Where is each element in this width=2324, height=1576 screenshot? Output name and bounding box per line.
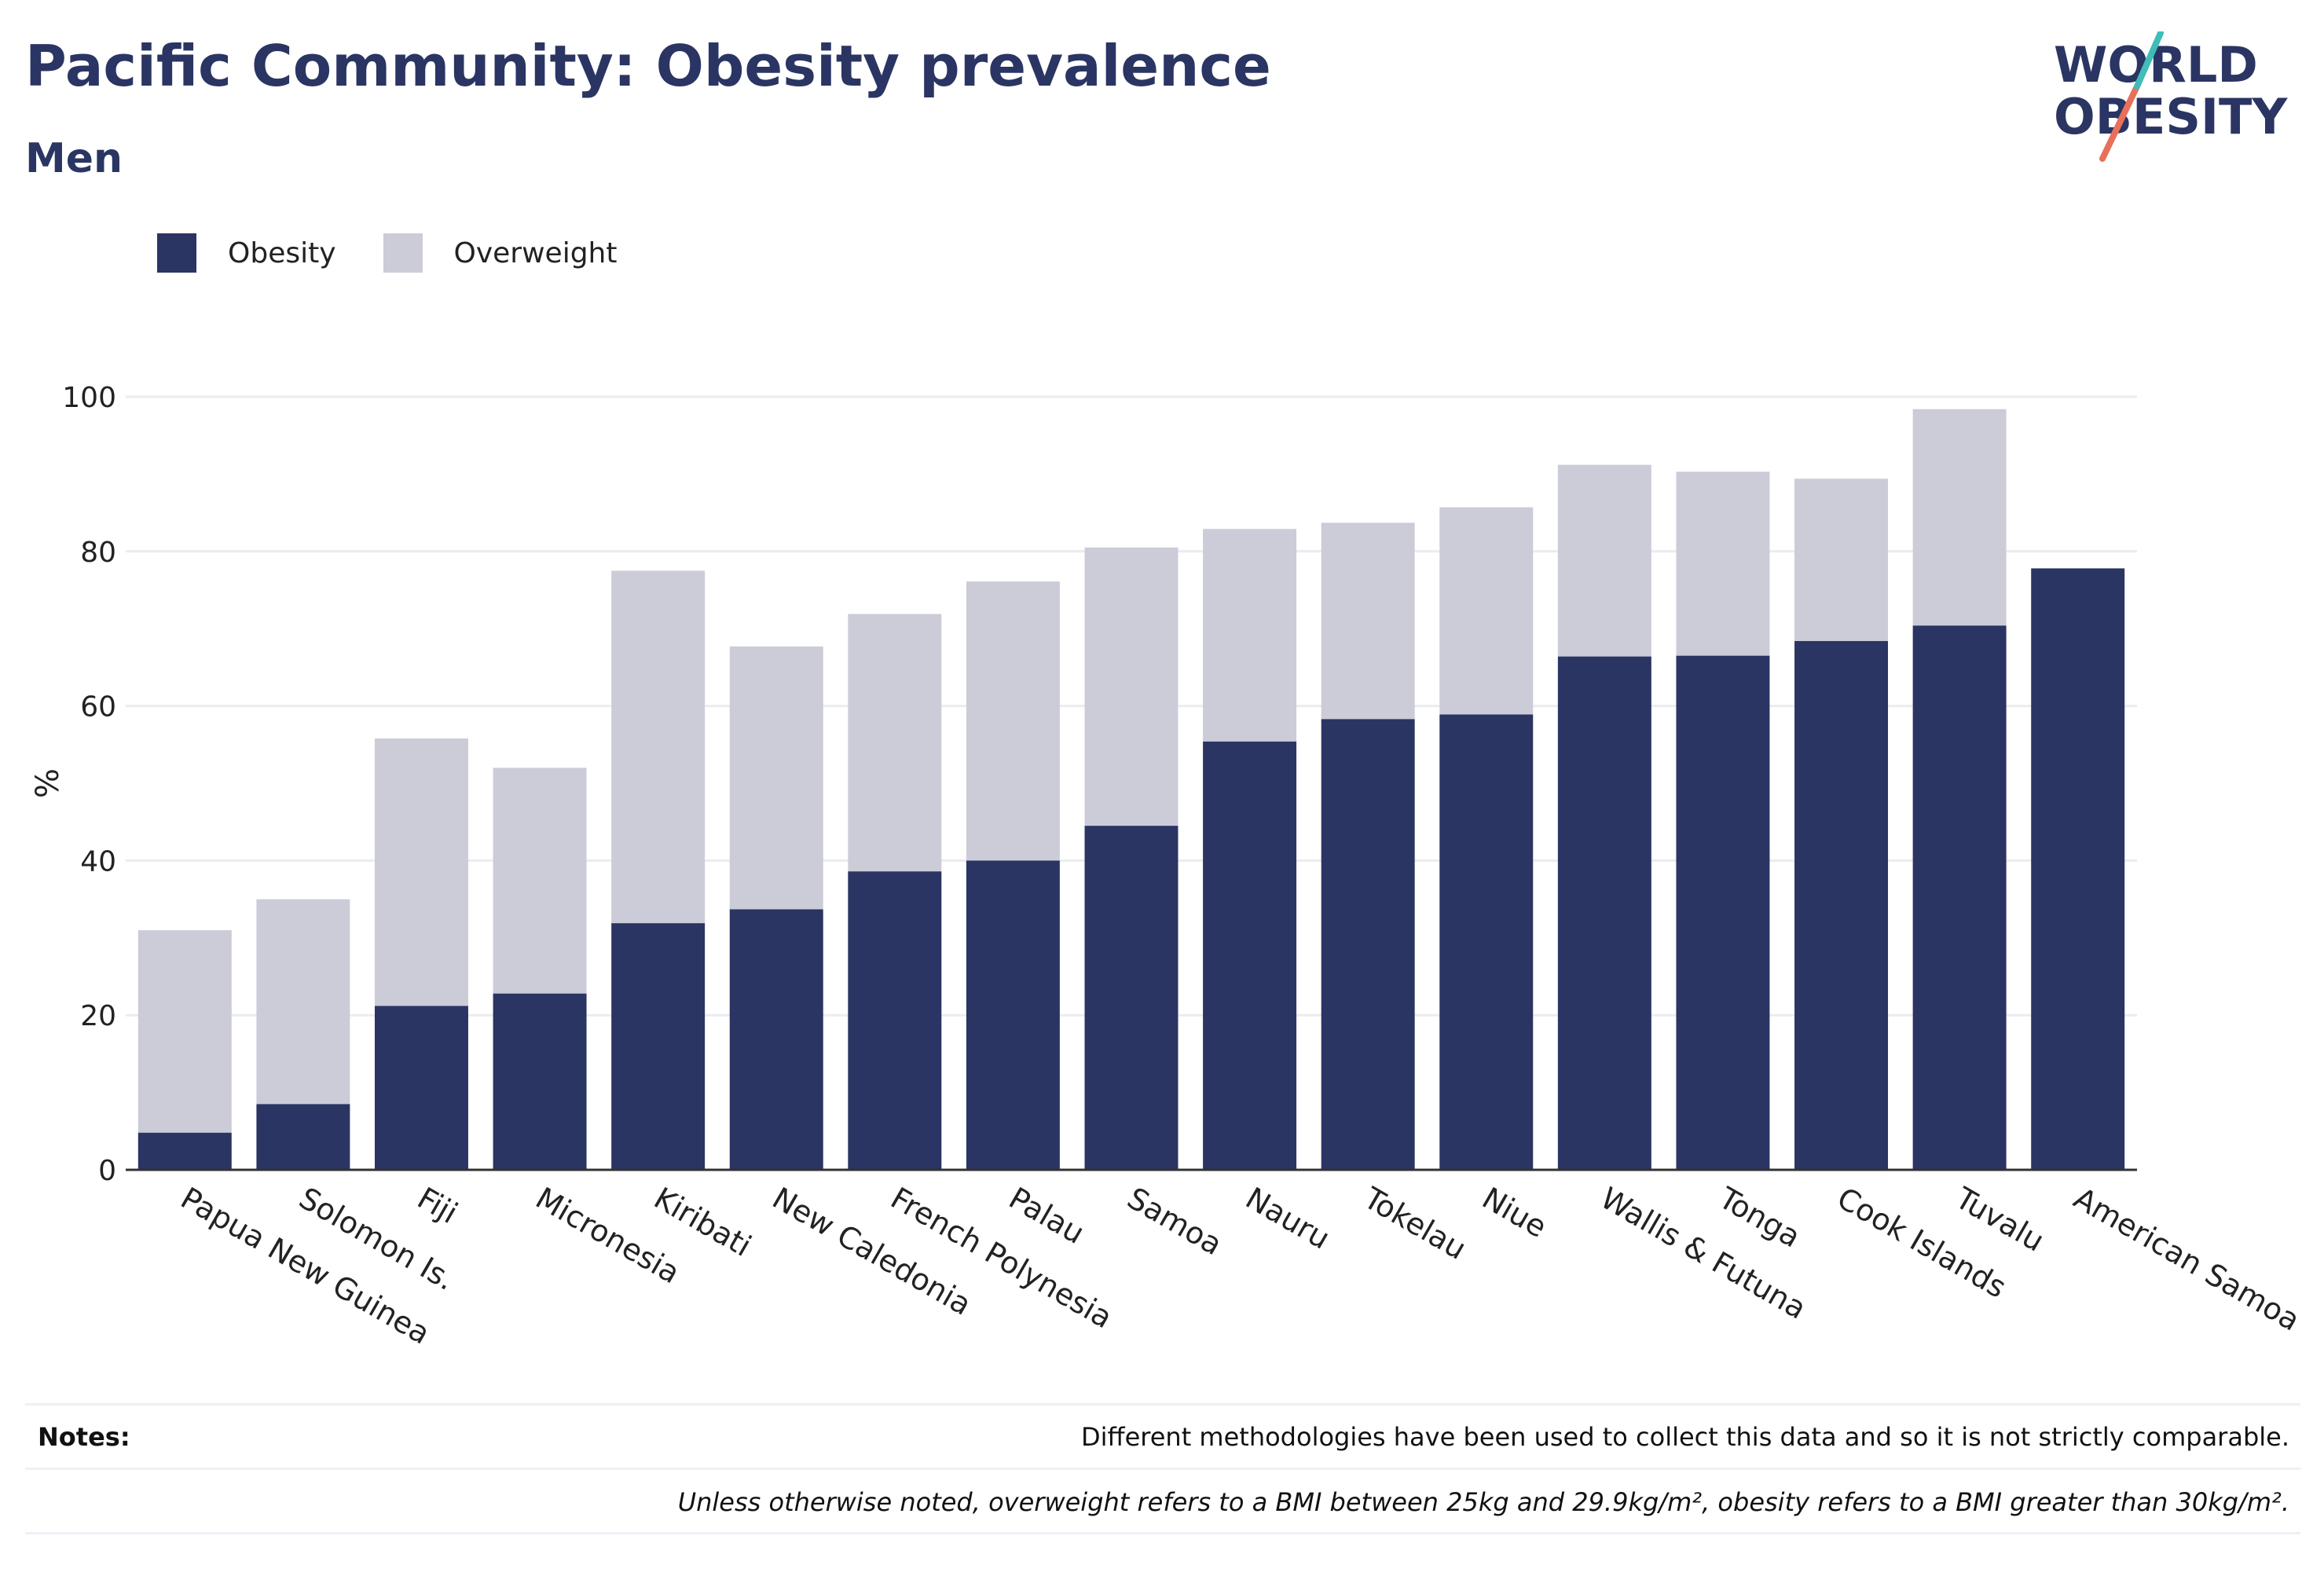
chart-title: Pacific Community: Obesity prevalence bbox=[25, 33, 1271, 99]
bar-obesity-1 bbox=[256, 1104, 350, 1170]
bar-overweight-10 bbox=[1321, 522, 1415, 720]
bar-overweight-4 bbox=[611, 570, 706, 924]
bar-overweight-9 bbox=[1203, 529, 1297, 742]
world-obesity-logo: WORLD OBESITY bbox=[2054, 31, 2288, 162]
bar-overweight-1 bbox=[256, 899, 350, 1105]
bar-overweight-0 bbox=[137, 929, 232, 1133]
x-tick-label-7: Palau bbox=[1003, 1181, 1091, 1251]
bar-overweight-13 bbox=[1676, 471, 1770, 656]
bar-obesity-8 bbox=[1084, 826, 1178, 1170]
x-tick-label-10: Tokelau bbox=[1358, 1180, 1472, 1266]
legend-label-overweight: Overweight bbox=[453, 236, 618, 269]
bar-obesity-2 bbox=[374, 1006, 468, 1170]
x-tick-label-9: Nauru bbox=[1240, 1181, 1336, 1256]
bar-overweight-5 bbox=[729, 646, 823, 910]
x-tick-label-13: Tonga bbox=[1713, 1180, 1806, 1254]
note-methodology: Different methodologies have been used t… bbox=[1081, 1422, 2289, 1452]
bar-obesity-9 bbox=[1203, 741, 1297, 1170]
legend-item-overweight: Overweight bbox=[383, 233, 618, 273]
bar-obesity-3 bbox=[493, 993, 587, 1170]
bar-obesity-7 bbox=[966, 860, 1060, 1170]
x-tick-label-12: Wallis & Futuna bbox=[1595, 1181, 1813, 1326]
y-tick-label-100: 100 bbox=[62, 382, 116, 414]
x-tick-label-8: Samoa bbox=[1122, 1181, 1228, 1263]
y-axis-label: % bbox=[30, 768, 66, 798]
x-tick-label-5: New Caledonia bbox=[767, 1181, 977, 1322]
legend-label-obesity: Obesity bbox=[228, 236, 336, 269]
chart-subtitle: Men bbox=[25, 135, 123, 182]
bar-obesity-16 bbox=[2031, 568, 2125, 1170]
bar-overweight-14 bbox=[1794, 478, 1889, 641]
notes-label: Notes: bbox=[38, 1422, 130, 1452]
legend-swatch-obesity bbox=[157, 233, 196, 273]
notes-divider-middle bbox=[25, 1468, 2300, 1470]
legend-swatch-overweight bbox=[383, 233, 423, 273]
bar-obesity-12 bbox=[1557, 656, 1651, 1170]
x-tick-label-11: Niue bbox=[1476, 1181, 1552, 1244]
y-tick-label-0: 0 bbox=[98, 1155, 116, 1187]
bar-obesity-14 bbox=[1794, 640, 1889, 1170]
notes-divider-bottom bbox=[25, 1532, 2300, 1534]
bar-obesity-4 bbox=[611, 923, 706, 1170]
bar-obesity-10 bbox=[1321, 719, 1415, 1170]
bar-obesity-11 bbox=[1439, 714, 1534, 1170]
chart-legend: Obesity Overweight bbox=[157, 233, 664, 273]
x-tick-label-6: French Polynesia bbox=[885, 1181, 1118, 1336]
y-tick-label-80: 80 bbox=[80, 537, 116, 569]
bar-overweight-8 bbox=[1084, 547, 1178, 826]
bar-obesity-15 bbox=[1912, 625, 2007, 1170]
bar-overweight-11 bbox=[1439, 507, 1534, 715]
bar-obesity-13 bbox=[1676, 655, 1770, 1170]
bar-obesity-6 bbox=[848, 871, 942, 1170]
bar-overweight-6 bbox=[848, 614, 942, 872]
x-tick-label-16: American Samoa bbox=[2068, 1181, 2305, 1338]
bar-overweight-15 bbox=[1912, 409, 2007, 626]
y-tick-label-20: 20 bbox=[80, 1000, 116, 1032]
note-definitions: Unless otherwise noted, overweight refer… bbox=[677, 1487, 2289, 1517]
bar-overweight-3 bbox=[493, 768, 587, 994]
svg-text:OBESITY: OBESITY bbox=[2054, 88, 2288, 145]
y-tick-label-60: 60 bbox=[80, 691, 116, 724]
bar-overweight-7 bbox=[966, 581, 1060, 861]
y-tick-label-40: 40 bbox=[80, 845, 116, 878]
x-tick-label-2: Fiji bbox=[412, 1181, 464, 1230]
legend-item-obesity: Obesity bbox=[157, 233, 336, 273]
bar-overweight-2 bbox=[374, 738, 468, 1006]
notes-divider-top bbox=[25, 1403, 2300, 1406]
bar-obesity-0 bbox=[137, 1132, 232, 1170]
bar-obesity-5 bbox=[729, 909, 823, 1170]
bar-overweight-12 bbox=[1557, 464, 1651, 657]
